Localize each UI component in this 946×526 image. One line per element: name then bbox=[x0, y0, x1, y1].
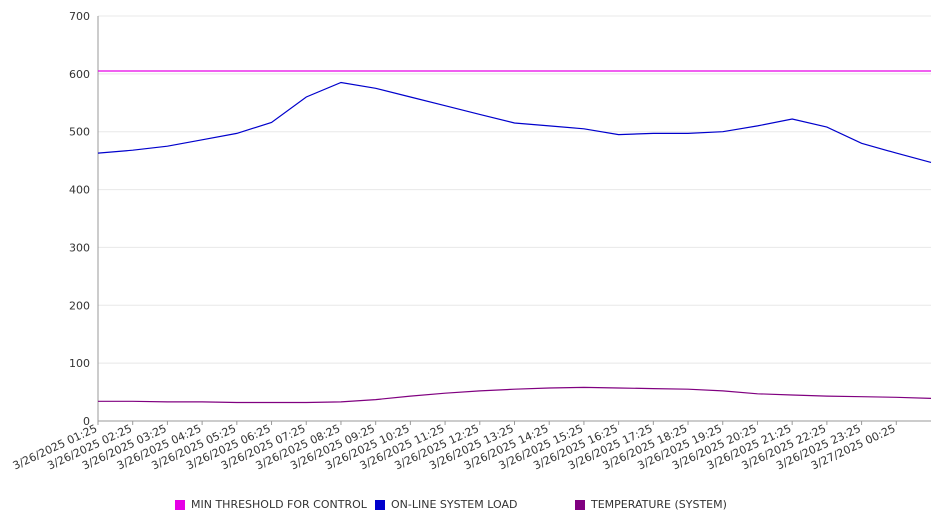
legend-label-threshold: MIN THRESHOLD FOR CONTROL bbox=[191, 498, 367, 511]
y-tick-label: 0 bbox=[83, 415, 90, 428]
legend-swatch-threshold bbox=[175, 499, 185, 510]
legend-swatch-system-load bbox=[375, 499, 385, 510]
y-tick-label: 600 bbox=[69, 68, 90, 81]
legend: MIN THRESHOLD FOR CONTROL ON-LINE SYSTEM… bbox=[0, 498, 946, 518]
series-line-2 bbox=[98, 386, 932, 404]
grid-lines bbox=[98, 15, 931, 422]
series-line-1 bbox=[97, 81, 932, 163]
legend-swatch-temperature bbox=[575, 499, 585, 510]
legend-item-temperature: TEMPERATURE (SYSTEM) bbox=[575, 498, 727, 511]
y-axis-tick-labels: 0 100 200 300 400 500 600 700 bbox=[69, 10, 90, 428]
legend-item-threshold: MIN THRESHOLD FOR CONTROL bbox=[175, 498, 367, 511]
axes bbox=[97, 16, 931, 425]
y-tick-label: 700 bbox=[69, 10, 90, 23]
legend-item-system-load: ON-LINE SYSTEM LOAD bbox=[375, 498, 517, 511]
y-tick-label: 500 bbox=[69, 126, 90, 139]
y-tick-label: 300 bbox=[69, 241, 90, 254]
y-tick-label: 400 bbox=[69, 184, 90, 197]
legend-label-system-load: ON-LINE SYSTEM LOAD bbox=[391, 498, 518, 511]
y-tick-label: 200 bbox=[69, 299, 90, 312]
x-axis-tick-labels: 3/26/2025 01:253/26/2025 02:253/26/2025 … bbox=[11, 422, 898, 472]
series-lines bbox=[97, 70, 932, 404]
y-tick-label: 100 bbox=[69, 357, 90, 370]
legend-label-temperature: TEMPERATURE (SYSTEM) bbox=[591, 498, 727, 511]
